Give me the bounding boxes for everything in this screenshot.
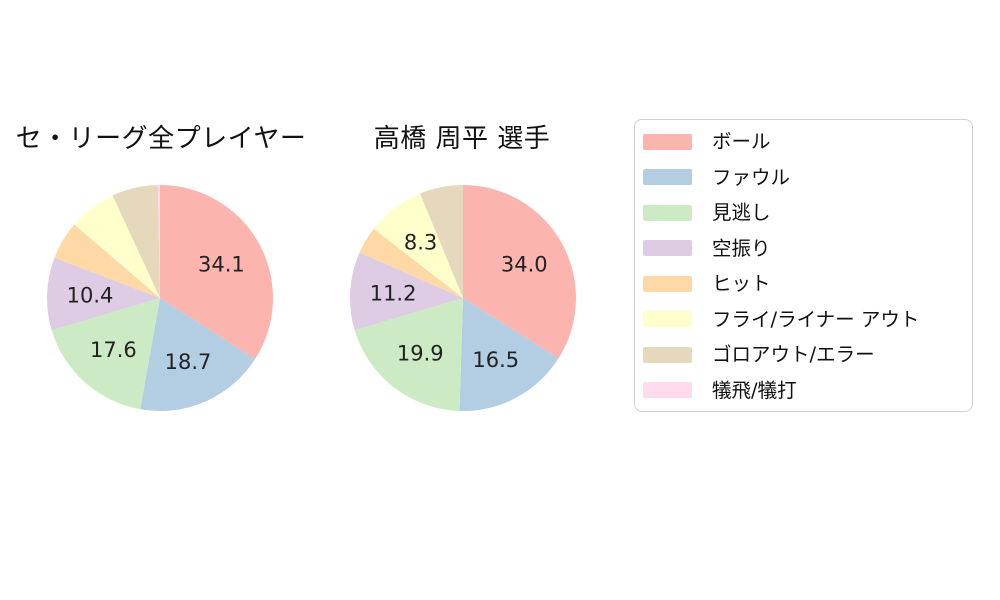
- legend-label: 空振り: [712, 236, 771, 260]
- pie-value-label: 34.0: [501, 252, 548, 276]
- right-pie-title: 高橋 周平 選手: [373, 124, 551, 154]
- legend-item-7: 犠飛/犠打: [643, 373, 972, 409]
- legend-swatch: [643, 346, 692, 363]
- legend-label: 見逃し: [712, 201, 771, 224]
- legend-item-6: ゴロアウト/エラー: [643, 337, 972, 373]
- legend-label: 犠飛/犠打: [712, 378, 797, 402]
- pie-0-slice-見逃し: [51, 298, 160, 410]
- pie-1-slice-ボール: [463, 184, 577, 359]
- pie-0-slice-ゴロアウト/エラー: [112, 185, 160, 298]
- legend-label: ファウル: [712, 165, 791, 189]
- pie-value-label: 19.9: [397, 341, 444, 365]
- pie-1-slice-フライ/ライナー アウト: [373, 193, 463, 298]
- legend-box: ボールファウル見逃し空振りヒットフライ/ライナー アウト ゴロアウト/エラー 犠飛/…: [634, 119, 973, 412]
- pie-value-label: 34.1: [198, 253, 245, 277]
- pie-0-slice-犠飛/犠打: [157, 184, 160, 298]
- legend-item-0: ボール: [643, 124, 972, 160]
- left-pie-title: セ・リーグ全プレイヤー: [15, 124, 307, 154]
- pie-value-label: 17.6: [90, 338, 137, 362]
- legend-swatch: [643, 382, 692, 399]
- legend-swatch: [643, 169, 692, 186]
- pie-1-slice-ゴロアウト/エラー: [420, 185, 463, 298]
- legend-swatch: [643, 311, 692, 328]
- pie-value-label: 11.2: [370, 282, 417, 306]
- legend-label: ゴロアウト/エラー: [712, 343, 875, 366]
- pie-0-slice-空振り: [47, 257, 160, 331]
- pie-value-label: 10.4: [67, 283, 114, 307]
- pie-value-label: 8.3: [404, 230, 437, 254]
- pie-1-slice-空振り: [350, 252, 463, 331]
- legend-swatch: [643, 275, 692, 292]
- legend-label: フライ/ライナー アウト: [712, 307, 920, 331]
- legend-item-3: 空振り: [643, 231, 972, 267]
- pie-1-slice-見逃し: [354, 298, 463, 411]
- pie-value-label: 16.5: [472, 348, 519, 372]
- pie-0-slice-フライ/ライナー アウト: [74, 195, 160, 298]
- pie-1-slice-ヒット: [359, 228, 463, 298]
- legend-item-1: ファウル: [643, 160, 972, 196]
- legend-swatch: [643, 204, 692, 221]
- pie-value-label: 18.7: [165, 350, 212, 374]
- pie-0-slice-ボール: [160, 185, 274, 360]
- legend-item-2: 見逃し: [643, 195, 972, 231]
- pie-1-slice-ファウル: [459, 298, 559, 411]
- legend-swatch: [643, 240, 692, 257]
- legend-item-4: ヒット: [643, 266, 972, 302]
- pie-0-slice-ファウル: [140, 298, 256, 412]
- legend-label: ボール: [712, 130, 771, 153]
- legend-label: ヒット: [712, 272, 771, 295]
- pie-0-slice-ヒット: [54, 224, 160, 298]
- legend-item-5: フライ/ライナー アウト: [643, 302, 972, 338]
- legend-swatch: [643, 133, 692, 150]
